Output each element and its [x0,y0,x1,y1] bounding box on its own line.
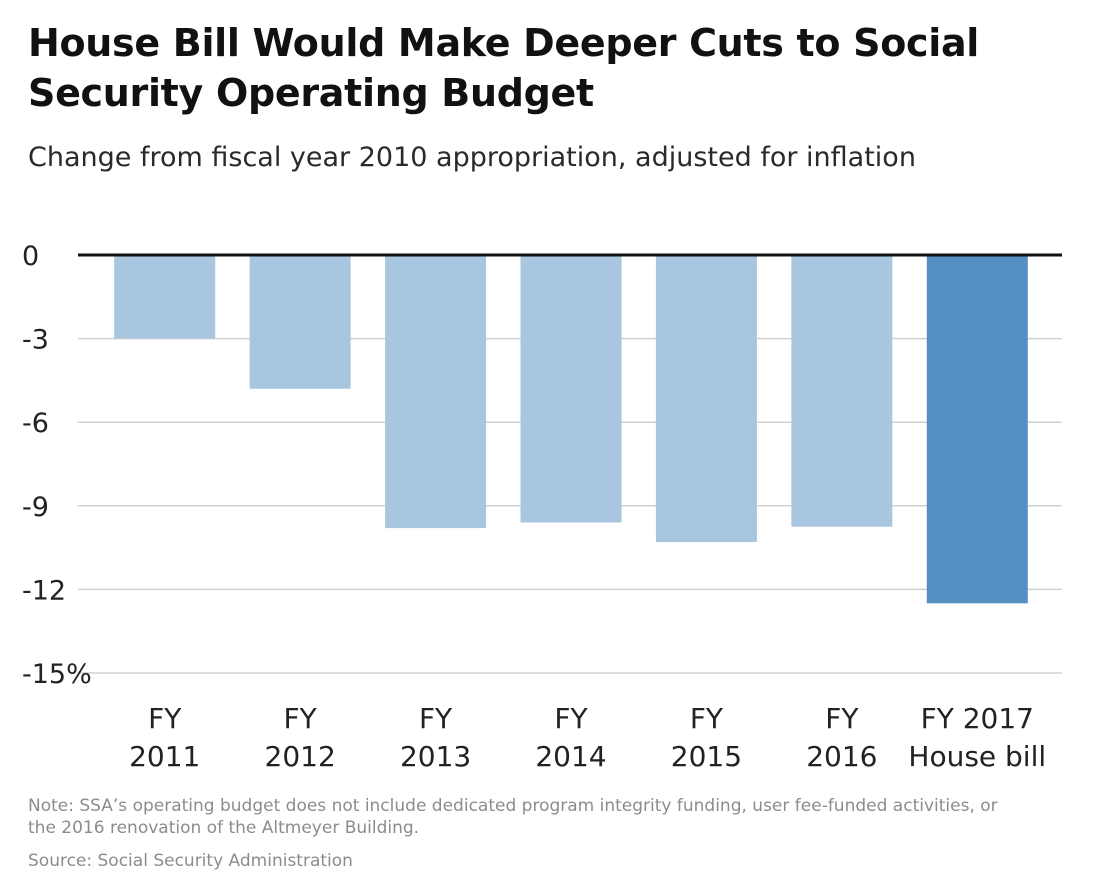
y-tick-label: -3 [22,325,49,356]
x-tick-label: FY [690,702,724,735]
bar [655,255,757,543]
y-tick-label: -6 [22,408,49,439]
x-tick-label: FY [419,702,453,735]
bar [114,255,216,339]
y-tick-label: 0 [22,241,39,272]
x-tick-label: 2015 [671,740,742,773]
x-tick-label: FY [825,702,859,735]
chart-title: House Bill Would Make Deeper Cuts to Soc… [28,21,980,115]
x-axis-labels: FY 2011 FY 2012 FY 2013 FY 2014 FY 2015 FY 2016 FY 2… [129,702,1046,773]
bar [385,255,487,529]
chart-subtitle: Change from fiscal year 2010 appropriati… [28,142,916,173]
x-tick-label: FY [554,702,588,735]
x-tick-label: 2016 [806,740,877,773]
y-tick-label: -9 [22,492,49,523]
y-axis-ticks: 0 -3 -6 -9 -12 -15% [22,241,92,690]
chart-source: Source: Social Security Administration [28,851,353,871]
x-tick-label: FY 2017 [921,702,1034,735]
bar [520,255,622,523]
bar [249,255,351,389]
y-tick-label: -15% [22,659,92,690]
chart-note: Note: SSA’s operating budget does not in… [28,796,998,838]
gridlines [78,337,1062,674]
x-tick-label: FY [284,702,318,735]
x-tick-label: FY [148,702,182,735]
x-tick-label: House bill [908,740,1046,773]
x-tick-label: 2012 [265,740,336,773]
x-tick-label: 2013 [400,740,471,773]
y-tick-label: -12 [22,575,66,606]
bar [791,255,893,527]
bar [926,255,1028,604]
x-tick-label: 2011 [129,740,200,773]
x-tick-label: 2014 [535,740,606,773]
bars [114,255,1028,604]
